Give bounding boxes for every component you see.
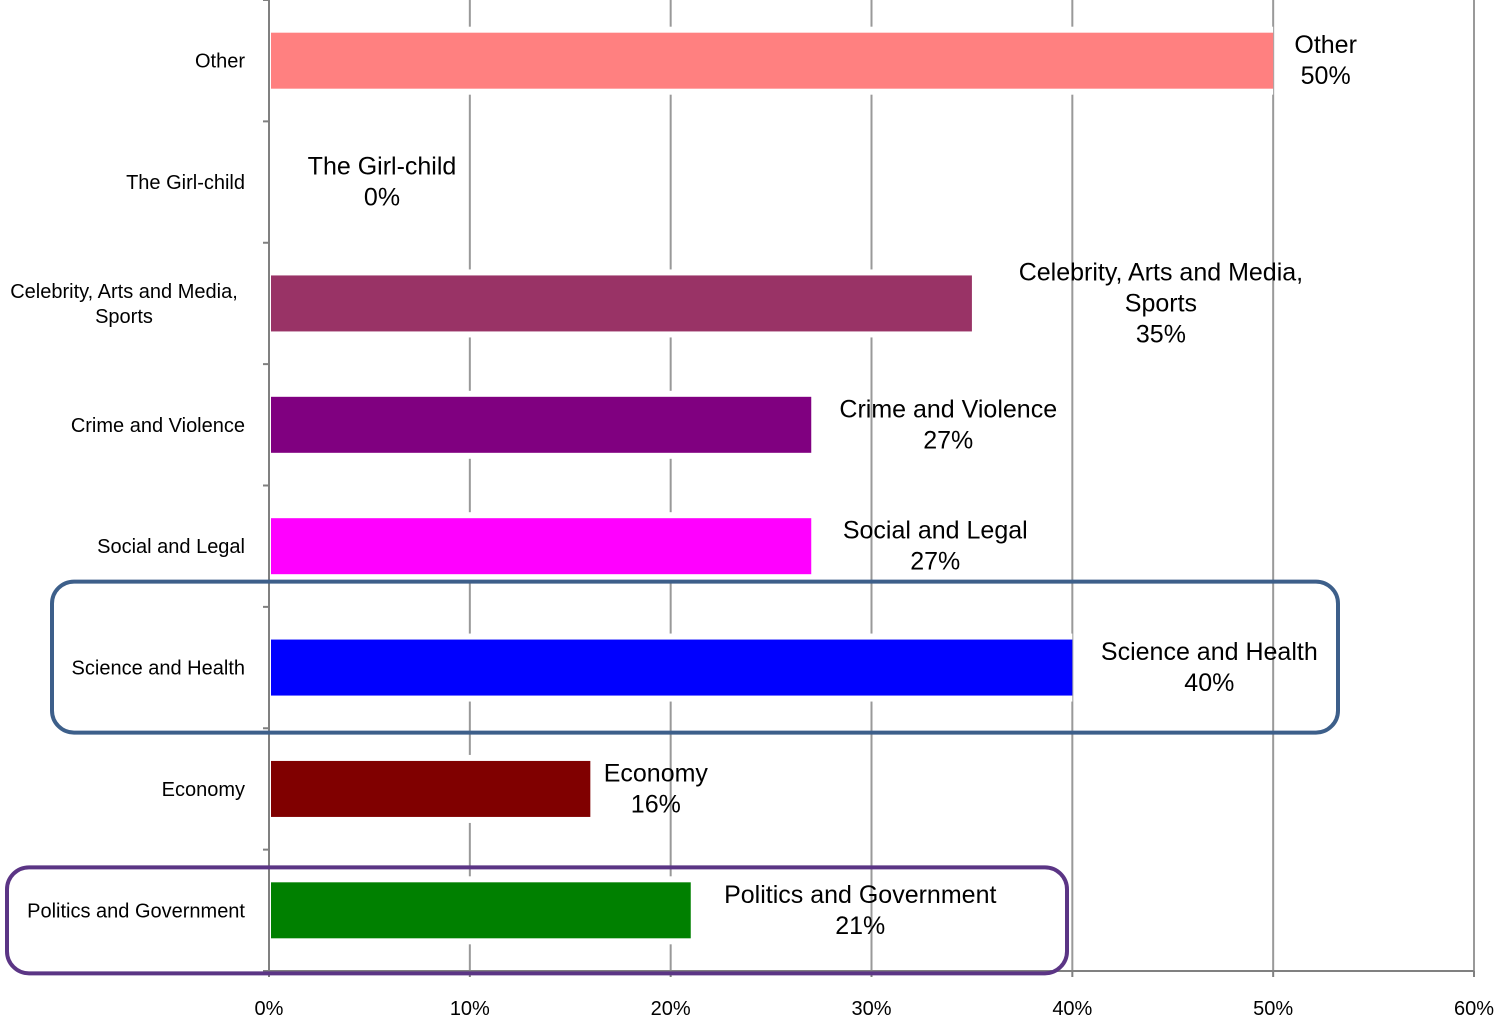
bar: [271, 518, 812, 575]
bar: [271, 760, 591, 817]
data-label: Economy 16%: [604, 759, 709, 818]
category-label: Economy: [162, 779, 245, 801]
data-label: Science and Health 40%: [1101, 638, 1318, 697]
data-label: Other 50%: [1294, 31, 1357, 90]
category-label: Celebrity, Arts and Media, Sports: [10, 281, 238, 328]
category-label: Other: [195, 51, 245, 73]
x-tick-label: 40%: [1052, 998, 1092, 1020]
category-label: The Girl-child: [126, 172, 245, 194]
data-label: Politics and Government 21%: [724, 881, 996, 940]
x-tick-label: 20%: [651, 998, 691, 1020]
x-tick-label: 10%: [450, 998, 490, 1020]
bar: [271, 32, 1274, 89]
bar: [271, 882, 691, 939]
highlight-box: [50, 579, 1340, 735]
data-label: Celebrity, Arts and Media, Sports 35%: [1019, 258, 1303, 348]
category-label: Politics and Government: [27, 900, 245, 922]
category-label: Crime and Violence: [71, 415, 245, 437]
bar: [271, 275, 972, 332]
data-label: Social and Legal 27%: [843, 517, 1028, 576]
x-tick-label: 30%: [851, 998, 891, 1020]
x-tick-label: 60%: [1454, 998, 1494, 1020]
data-label: The Girl-child 0%: [308, 153, 457, 212]
data-label: Crime and Violence 27%: [839, 395, 1057, 454]
x-tick-label: 0%: [255, 998, 284, 1020]
x-tick-label: 50%: [1253, 998, 1293, 1020]
highlight-box: [5, 865, 1069, 976]
category-label: Science and Health: [72, 658, 245, 680]
bar: [271, 639, 1073, 696]
category-label: Social and Legal: [97, 536, 245, 558]
bar: [271, 396, 812, 453]
